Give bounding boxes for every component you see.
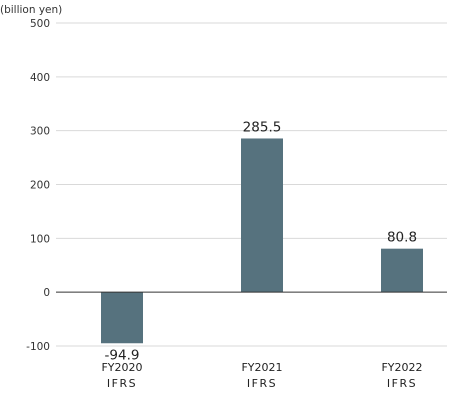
y-tick-label: 300 xyxy=(30,126,50,138)
x-tick-sublabel: IFRS xyxy=(247,377,277,390)
y-tick-label: 100 xyxy=(30,233,50,245)
category-labels: FY2020 IFRS FY2021 IFRS FY2022 IFRS xyxy=(101,361,422,390)
x-tick-label: FY2021 xyxy=(241,361,282,374)
data-label: 285.5 xyxy=(243,119,282,135)
bar xyxy=(101,292,143,344)
y-axis-unit-label: (billion yen) xyxy=(0,4,62,16)
y-tick-label: 0 xyxy=(43,287,50,299)
y-tick-label: -100 xyxy=(26,341,50,353)
x-tick-sublabel: IFRS xyxy=(387,377,417,390)
y-tick-label: 400 xyxy=(30,72,50,84)
y-tick-label: 500 xyxy=(30,18,50,30)
x-tick-sublabel: IFRS xyxy=(107,377,137,390)
value-labels: -94.9 285.5 80.8 xyxy=(105,119,418,363)
x-tick-label: FY2020 xyxy=(101,361,142,374)
bars xyxy=(101,138,423,344)
x-tick-label: FY2022 xyxy=(381,361,422,374)
y-axis-ticks: 500 400 300 200 100 0 -100 xyxy=(26,18,50,353)
data-label: -94.9 xyxy=(105,347,140,363)
y-tick-label: 200 xyxy=(30,180,50,192)
bar xyxy=(241,138,283,293)
bar xyxy=(381,248,423,293)
data-label: 80.8 xyxy=(387,230,417,246)
